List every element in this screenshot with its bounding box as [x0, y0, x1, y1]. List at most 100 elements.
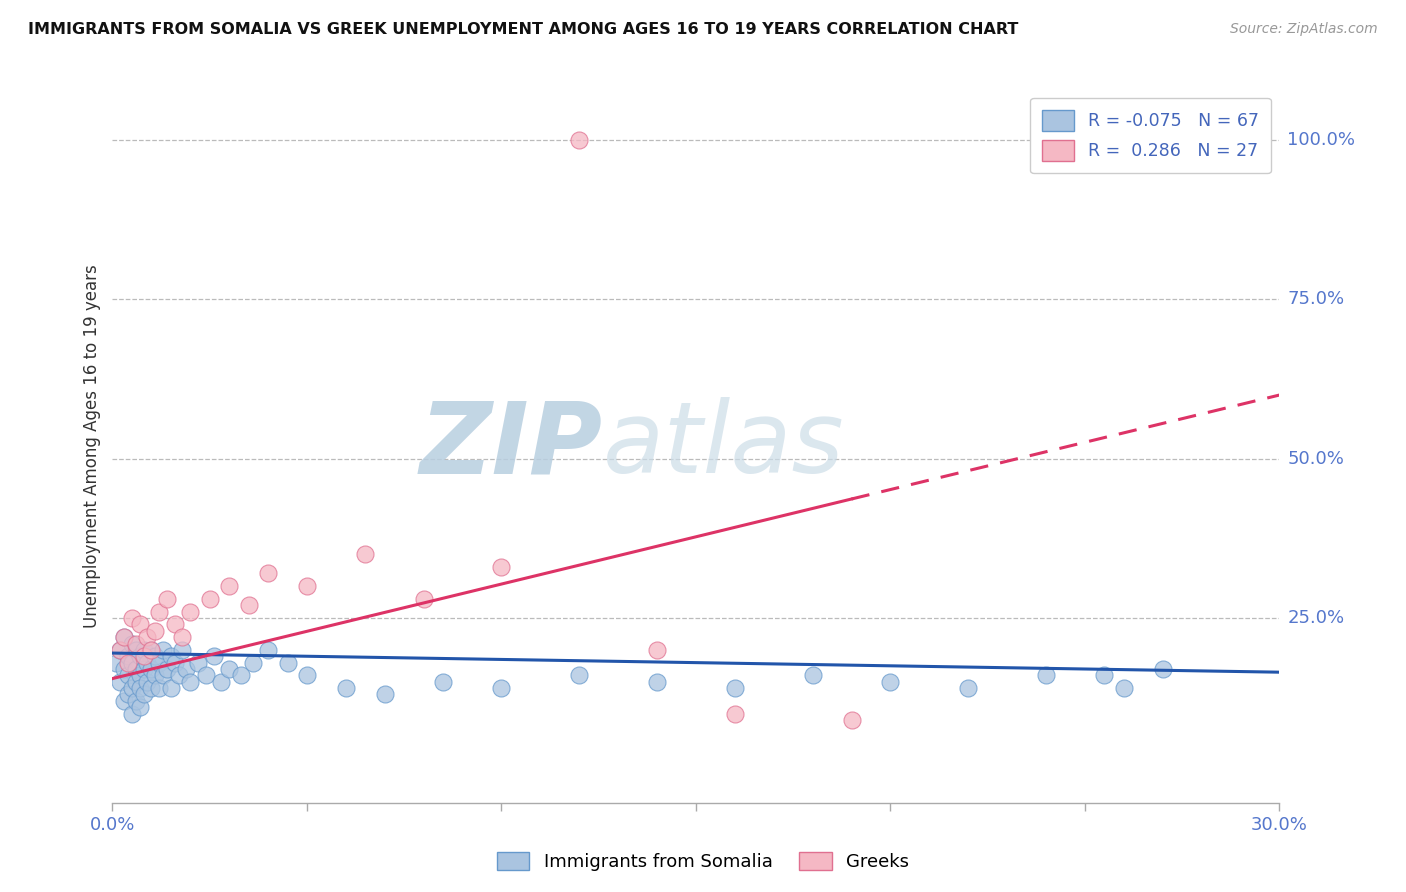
- Point: [172, 630, 194, 644]
- Point: [105, 656, 128, 670]
- Point: [110, 643, 132, 657]
- Point: [179, 674, 201, 689]
- Point: [128, 668, 150, 682]
- Point: [136, 656, 159, 670]
- Point: [187, 656, 209, 670]
- Point: [412, 591, 434, 606]
- Point: [117, 668, 139, 682]
- Point: [202, 649, 225, 664]
- Point: [132, 643, 155, 657]
- Point: [354, 547, 377, 561]
- Point: [125, 694, 148, 708]
- Point: [136, 630, 159, 644]
- Text: atlas: atlas: [603, 398, 844, 494]
- Point: [491, 681, 513, 695]
- Text: Source: ZipAtlas.com: Source: ZipAtlas.com: [1230, 22, 1378, 37]
- Point: [645, 674, 668, 689]
- Point: [167, 668, 190, 682]
- Point: [1152, 662, 1174, 676]
- Point: [724, 706, 747, 721]
- Point: [117, 656, 139, 670]
- Text: 25.0%: 25.0%: [1288, 609, 1344, 627]
- Point: [276, 656, 298, 670]
- Text: 50.0%: 50.0%: [1288, 450, 1344, 467]
- Point: [152, 668, 174, 682]
- Point: [176, 662, 198, 676]
- Point: [148, 681, 170, 695]
- Point: [148, 656, 170, 670]
- Point: [125, 674, 148, 689]
- Point: [198, 591, 221, 606]
- Point: [125, 636, 148, 650]
- Point: [121, 636, 143, 650]
- Point: [257, 643, 280, 657]
- Point: [141, 643, 163, 657]
- Point: [121, 656, 143, 670]
- Point: [132, 688, 155, 702]
- Point: [141, 643, 163, 657]
- Point: [143, 624, 166, 638]
- Legend: R = -0.075   N = 67, R =  0.286   N = 27: R = -0.075 N = 67, R = 0.286 N = 27: [1031, 98, 1271, 173]
- Point: [957, 681, 980, 695]
- Point: [141, 681, 163, 695]
- Point: [1112, 681, 1135, 695]
- Point: [568, 133, 591, 147]
- Text: IMMIGRANTS FROM SOMALIA VS GREEK UNEMPLOYMENT AMONG AGES 16 TO 19 YEARS CORRELAT: IMMIGRANTS FROM SOMALIA VS GREEK UNEMPLO…: [28, 22, 1018, 37]
- Point: [128, 681, 150, 695]
- Point: [160, 649, 183, 664]
- Point: [117, 688, 139, 702]
- Point: [117, 649, 139, 664]
- Point: [156, 591, 179, 606]
- Point: [112, 662, 135, 676]
- Point: [645, 643, 668, 657]
- Point: [841, 713, 863, 727]
- Point: [218, 579, 240, 593]
- Point: [148, 605, 170, 619]
- Point: [143, 649, 166, 664]
- Point: [491, 560, 513, 574]
- Point: [136, 674, 159, 689]
- Point: [125, 643, 148, 657]
- Text: 75.0%: 75.0%: [1288, 291, 1344, 309]
- Point: [110, 674, 132, 689]
- Point: [112, 694, 135, 708]
- Point: [568, 668, 591, 682]
- Point: [121, 706, 143, 721]
- Point: [238, 599, 260, 613]
- Point: [179, 605, 201, 619]
- Point: [128, 700, 150, 714]
- Point: [141, 662, 163, 676]
- Point: [163, 656, 186, 670]
- Point: [121, 681, 143, 695]
- Point: [132, 649, 155, 664]
- Point: [156, 662, 179, 676]
- Point: [194, 668, 217, 682]
- Point: [1035, 668, 1057, 682]
- Point: [432, 674, 454, 689]
- Point: [152, 643, 174, 657]
- Point: [128, 649, 150, 664]
- Point: [1092, 668, 1115, 682]
- Point: [374, 688, 396, 702]
- Point: [160, 681, 183, 695]
- Text: 100.0%: 100.0%: [1288, 131, 1355, 149]
- Point: [112, 630, 135, 644]
- Point: [121, 611, 143, 625]
- Point: [132, 662, 155, 676]
- Point: [125, 662, 148, 676]
- Point: [257, 566, 280, 581]
- Point: [143, 668, 166, 682]
- Legend: Immigrants from Somalia, Greeks: Immigrants from Somalia, Greeks: [489, 845, 917, 879]
- Y-axis label: Unemployment Among Ages 16 to 19 years: Unemployment Among Ages 16 to 19 years: [83, 264, 101, 628]
- Point: [879, 674, 901, 689]
- Point: [172, 643, 194, 657]
- Point: [110, 643, 132, 657]
- Point: [295, 668, 318, 682]
- Point: [335, 681, 357, 695]
- Point: [724, 681, 747, 695]
- Point: [295, 579, 318, 593]
- Point: [112, 630, 135, 644]
- Point: [128, 617, 150, 632]
- Point: [163, 617, 186, 632]
- Point: [229, 668, 252, 682]
